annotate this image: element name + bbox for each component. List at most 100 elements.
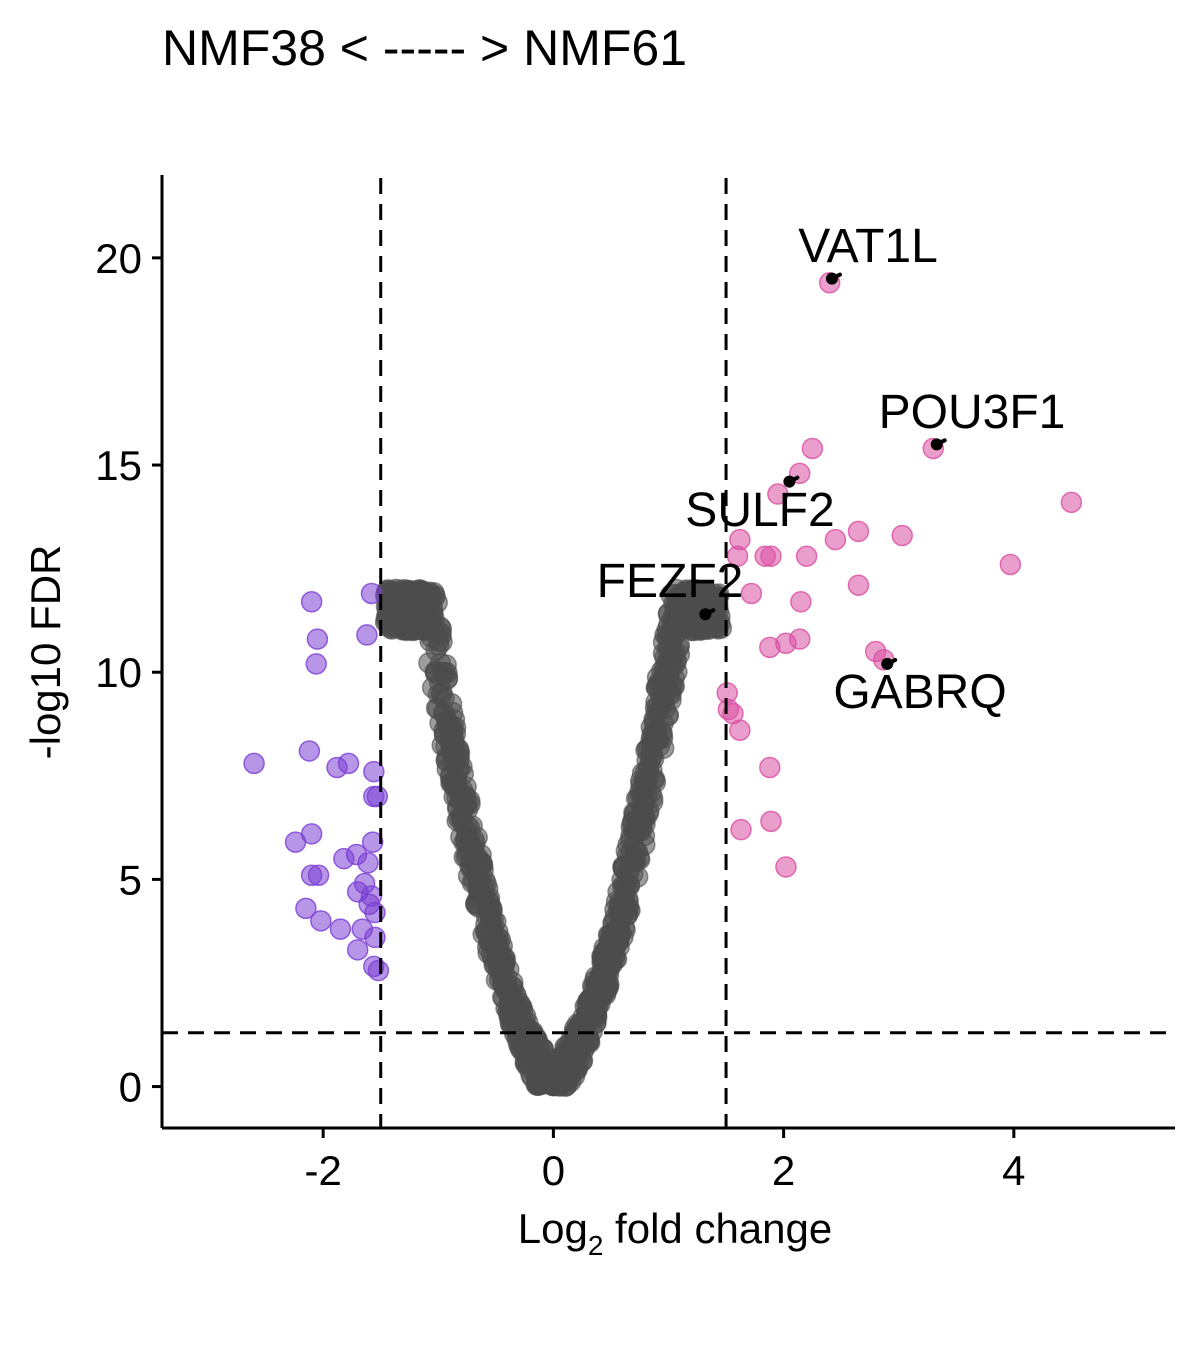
data-point-ns bbox=[630, 785, 653, 808]
data-point-ns bbox=[424, 660, 446, 683]
label-leader bbox=[829, 272, 842, 281]
label-leader bbox=[934, 438, 947, 447]
data-point-ns bbox=[420, 626, 442, 648]
data-point-ns bbox=[554, 1036, 576, 1058]
x-axis-label: Log2 fold change bbox=[518, 1205, 833, 1261]
data-point-ns bbox=[662, 655, 685, 678]
data-point-ns bbox=[653, 681, 675, 704]
data-point-up bbox=[760, 810, 782, 833]
data-point-ns bbox=[480, 897, 503, 920]
data-point-down bbox=[358, 893, 380, 916]
data-point-down bbox=[360, 582, 383, 605]
gene-label: VAT1L bbox=[798, 220, 938, 273]
data-point-up bbox=[759, 756, 781, 779]
data-point-up bbox=[999, 553, 1022, 576]
data-point-up bbox=[847, 520, 870, 543]
data-points bbox=[243, 271, 1083, 1097]
data-point-up bbox=[788, 628, 811, 650]
data-point-ns bbox=[444, 752, 466, 775]
chart-title: NMF38 < ----- > NMF61 bbox=[162, 20, 687, 76]
x-axis-label-subscript: 2 bbox=[588, 1230, 604, 1261]
data-point-ns bbox=[509, 1009, 532, 1032]
data-point-ns bbox=[619, 857, 641, 879]
data-point-ns bbox=[612, 896, 635, 919]
data-point-up bbox=[1060, 491, 1083, 514]
x-tick-label: 2 bbox=[772, 1147, 795, 1194]
data-point-down bbox=[295, 897, 317, 920]
data-point-down bbox=[306, 628, 329, 650]
data-point-down bbox=[346, 939, 369, 961]
data-point-ns bbox=[520, 1028, 543, 1051]
data-point-up bbox=[795, 545, 818, 567]
gene-labels: VAT1L POU3F1 SULF2 FEZF2 GABRQ bbox=[597, 220, 1066, 719]
data-point-up bbox=[767, 483, 789, 505]
y-tick-label: 15 bbox=[95, 442, 142, 489]
data-point-down bbox=[310, 910, 332, 932]
gene-label: SULF2 bbox=[685, 484, 834, 537]
data-point-ns bbox=[636, 767, 658, 790]
label-leader bbox=[885, 657, 898, 666]
data-point-up bbox=[824, 528, 847, 551]
y-tick-label: 0 bbox=[119, 1064, 142, 1111]
data-point-down bbox=[243, 752, 265, 775]
axes: -2 0 2 4 0 5 10 15 20 bbox=[95, 175, 1175, 1194]
data-point-up bbox=[891, 524, 913, 547]
data-point-ns bbox=[617, 833, 639, 856]
data-point-ns bbox=[434, 724, 456, 746]
x-axis-label-rest: fold change bbox=[603, 1205, 832, 1252]
data-point-ns bbox=[583, 1006, 606, 1029]
data-point-ns bbox=[634, 813, 656, 835]
label-leader bbox=[787, 475, 800, 484]
data-point-down bbox=[300, 823, 323, 845]
y-tick-label: 10 bbox=[95, 649, 142, 696]
data-point-up bbox=[775, 856, 797, 878]
data-point-down bbox=[357, 852, 379, 874]
data-point-down bbox=[356, 624, 378, 646]
data-point-up bbox=[729, 719, 751, 741]
data-point-down bbox=[366, 785, 389, 808]
data-point-ns bbox=[458, 828, 480, 851]
data-point-down bbox=[363, 955, 385, 978]
data-point-up bbox=[847, 574, 870, 596]
data-point-ns bbox=[409, 581, 432, 603]
data-point-down bbox=[363, 760, 385, 783]
data-point-down bbox=[337, 752, 360, 775]
x-tick-label: 0 bbox=[542, 1147, 565, 1194]
data-point-up bbox=[790, 591, 812, 613]
data-point-down bbox=[307, 864, 330, 886]
data-point-ns bbox=[640, 716, 663, 738]
data-point-up bbox=[730, 818, 752, 841]
data-point-ns bbox=[600, 925, 622, 947]
data-point-ns bbox=[536, 1061, 559, 1084]
data-point-ns bbox=[648, 735, 671, 757]
data-point-up bbox=[760, 545, 782, 567]
data-point-ns bbox=[593, 952, 616, 975]
data-point-up bbox=[801, 437, 824, 460]
data-point-down bbox=[361, 831, 384, 853]
gene-label: GABRQ bbox=[833, 666, 1006, 719]
y-axis-label: -log10 FDR bbox=[22, 545, 69, 760]
data-point-ns bbox=[488, 969, 511, 991]
y-tick-label: 20 bbox=[95, 235, 142, 282]
data-point-down bbox=[300, 591, 323, 613]
data-point-up bbox=[726, 545, 749, 567]
data-point-ns bbox=[482, 931, 505, 953]
x-axis-label-base: Log bbox=[518, 1205, 588, 1252]
data-point-down bbox=[329, 918, 352, 940]
y-tick-label: 5 bbox=[119, 856, 142, 903]
data-point-ns bbox=[387, 602, 410, 625]
threshold-lines bbox=[162, 178, 1175, 1128]
data-point-up bbox=[740, 582, 763, 605]
label-leader bbox=[703, 608, 716, 617]
data-point-ns bbox=[670, 588, 693, 610]
x-tick-label: 4 bbox=[1002, 1147, 1025, 1194]
gene-label: POU3F1 bbox=[879, 386, 1066, 439]
data-point-ns bbox=[466, 864, 489, 887]
data-point-down bbox=[298, 740, 321, 762]
data-point-ns bbox=[433, 702, 455, 725]
gene-label: FEZF2 bbox=[597, 555, 744, 608]
x-tick-label: -2 bbox=[304, 1147, 341, 1194]
data-point-down bbox=[305, 653, 328, 675]
data-point-ns bbox=[459, 793, 481, 815]
